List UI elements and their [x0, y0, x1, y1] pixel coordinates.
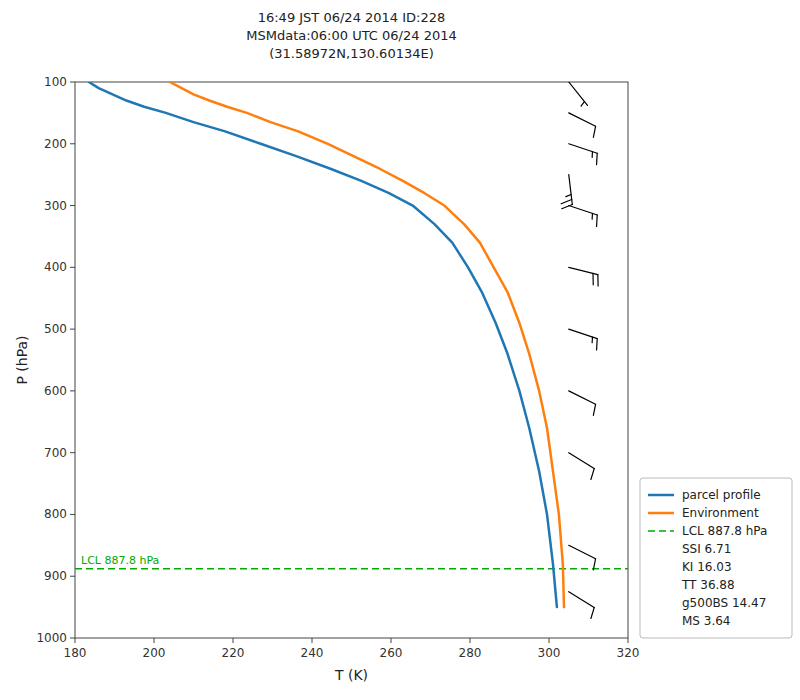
- barb-shaft: [569, 592, 594, 608]
- title-line: MSMdata:06:00 UTC 06/24 2014: [246, 28, 457, 43]
- y-tick-label: 600: [44, 384, 67, 398]
- x-tick: [154, 638, 155, 643]
- x-tick-label: 320: [617, 646, 640, 660]
- barb-full: [561, 199, 572, 203]
- legend-label: SSI 6.71: [682, 542, 731, 556]
- legend: parcel profile Environment LCL 887.8 hPa SS…: [640, 478, 792, 638]
- barb-shaft: [569, 391, 596, 404]
- legend-handle: [648, 512, 674, 515]
- wind-barb: [569, 113, 596, 138]
- y-tick-label: 400: [44, 260, 67, 274]
- lcl-line: [75, 568, 628, 570]
- legend-label: KI 16.03: [682, 560, 732, 574]
- lcl-label: LCL 887.8 hPa: [81, 554, 159, 567]
- x-tick-label: 200: [143, 646, 166, 660]
- y-tick-label: 700: [44, 446, 67, 460]
- wind-barb: [569, 453, 594, 480]
- legend-box: [640, 478, 792, 638]
- barb-half: [592, 152, 594, 158]
- x-tick: [75, 638, 76, 643]
- plot-data: [75, 82, 628, 618]
- y-tick: [70, 82, 75, 83]
- barb-shaft: [569, 82, 588, 105]
- y-tick: [70, 452, 75, 453]
- legend-label: LCL 887.8 hPa: [682, 524, 767, 538]
- barb-half: [566, 195, 571, 197]
- x-tick: [233, 638, 234, 643]
- barb-half: [592, 213, 594, 219]
- y-tick: [70, 638, 75, 639]
- wind-barb: [569, 267, 598, 286]
- y-tick-label: 1000: [36, 631, 67, 645]
- wind-barb: [569, 391, 596, 416]
- axes: 180 200 220 240 260 280 300 320 100 200 300 400 500 6…: [36, 75, 639, 660]
- legend-handle: [648, 494, 674, 497]
- y-tick-label: 100: [44, 75, 67, 89]
- y-axis-label: P (hPa): [14, 335, 30, 384]
- y-tick-label: 800: [44, 507, 67, 521]
- plot-frame: [75, 82, 628, 638]
- x-tick: [549, 638, 550, 643]
- barb-shaft: [569, 545, 596, 558]
- y-tick: [70, 267, 75, 268]
- x-axis-label: T (K): [334, 667, 368, 683]
- wind-barb: [561, 175, 572, 209]
- barb-full: [593, 404, 595, 415]
- y-tick-label: 300: [44, 199, 67, 213]
- barb-shaft: [569, 453, 594, 469]
- x-tick-label: 260: [380, 646, 403, 660]
- legend-label: parcel profile: [682, 488, 761, 502]
- title-line: (31.58972N,130.60134E): [269, 46, 434, 61]
- y-tick: [70, 329, 75, 330]
- x-tick-label: 280: [459, 646, 482, 660]
- wind-barb: [569, 329, 597, 350]
- barb-full: [597, 275, 598, 286]
- series-line: [89, 82, 557, 607]
- legend-handle: [648, 530, 674, 532]
- y-tick-label: 200: [44, 137, 67, 151]
- title: 16:49 JST 06/24 2014 ID:228 MSMdata:06:00…: [246, 10, 457, 61]
- x-tick: [391, 638, 392, 643]
- y-tick: [70, 576, 75, 577]
- title-line: 16:49 JST 06/24 2014 ID:228: [258, 10, 446, 25]
- barb-full: [592, 273, 593, 284]
- wind-barb: [569, 592, 594, 619]
- barb-half: [592, 337, 594, 343]
- barb-full: [596, 153, 598, 164]
- chart: 180 200 220 240 260 280 300 320 100 200 300 400 500 6…: [0, 0, 800, 700]
- x-tick-label: 220: [222, 646, 245, 660]
- barb-half: [581, 102, 584, 107]
- x-tick: [628, 638, 629, 643]
- barb-full: [596, 215, 598, 226]
- legend-label: Environment: [682, 506, 759, 520]
- x-tick: [470, 638, 471, 643]
- x-tick-label: 240: [301, 646, 324, 660]
- legend-label: TT 36.88: [681, 578, 735, 592]
- legend-label: MS 3.64: [682, 614, 731, 628]
- barb-shaft: [569, 113, 596, 126]
- y-tick: [70, 143, 75, 144]
- x-tick-label: 180: [64, 646, 87, 660]
- y-tick: [70, 514, 75, 515]
- barb-full: [591, 469, 594, 480]
- x-tick-label: 300: [538, 646, 561, 660]
- y-tick: [70, 205, 75, 206]
- barb-full: [596, 339, 598, 350]
- y-tick: [70, 390, 75, 391]
- wind-barb: [569, 206, 597, 227]
- x-tick: [312, 638, 313, 643]
- barb-full: [593, 126, 595, 137]
- wind-barb: [569, 144, 597, 165]
- series-line: [170, 82, 564, 607]
- y-tick-label: 500: [44, 322, 67, 336]
- y-tick-label: 900: [44, 569, 67, 583]
- wind-barb: [569, 545, 596, 570]
- legend-label: g500BS 14.47: [682, 596, 766, 610]
- barb-full: [591, 608, 594, 619]
- wind-barb: [569, 82, 588, 106]
- barb-full: [593, 559, 595, 570]
